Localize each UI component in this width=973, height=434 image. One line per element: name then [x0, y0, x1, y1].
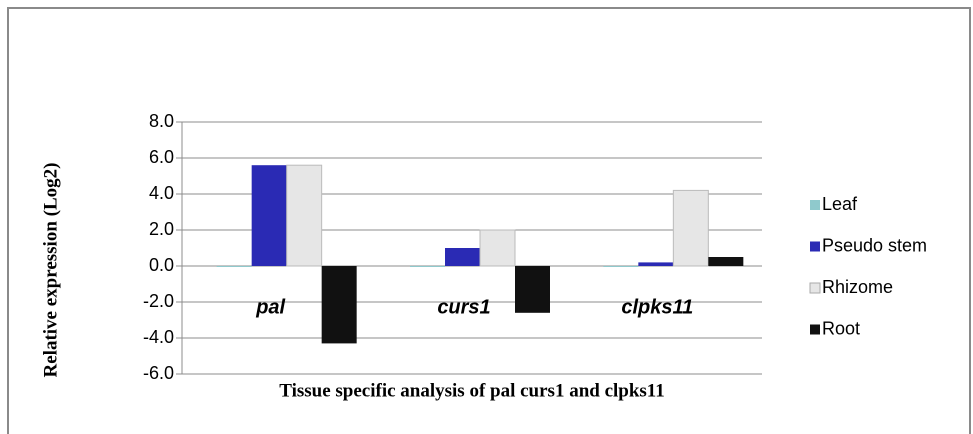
y-tick-label: -2.0 — [143, 291, 174, 311]
bar — [479, 229, 516, 267]
x-tick-label: clpks11 — [621, 296, 693, 318]
legend-label: Pseudo stem — [822, 235, 927, 255]
legend-swatch — [810, 324, 820, 335]
x-tick-label: pal — [255, 296, 285, 318]
bar — [708, 257, 744, 266]
bar — [251, 165, 287, 266]
bar — [216, 266, 252, 267]
bar — [410, 266, 445, 267]
bar — [603, 266, 639, 267]
y-tick-label: -4.0 — [143, 327, 174, 347]
legend-label: Rhizome — [822, 277, 893, 297]
y-tick-label: 4.0 — [149, 183, 174, 203]
y-tick-label: 6.0 — [149, 147, 174, 167]
legend-label: Leaf — [822, 194, 858, 214]
legend-swatch — [809, 282, 821, 294]
bar — [672, 189, 709, 267]
bar — [286, 164, 323, 267]
bar — [321, 266, 357, 344]
legend-label: Root — [822, 318, 860, 338]
legend-swatch — [810, 200, 820, 210]
bar — [445, 248, 480, 266]
y-tick-label: -6.0 — [143, 363, 174, 383]
x-tick-label: curs1 — [437, 296, 490, 318]
y-tick-label: 2.0 — [149, 219, 174, 239]
bar — [638, 262, 674, 266]
x-axis-label: Tissue specific analysis of pal curs1 an… — [279, 380, 665, 401]
y-axis-label: Relative expression (Log2) — [40, 163, 61, 378]
frame — [7, 7, 971, 434]
bar — [515, 266, 550, 313]
y-tick-label: 8.0 — [149, 111, 174, 131]
legend-swatch — [810, 241, 820, 252]
y-tick-label: 0.0 — [149, 255, 174, 275]
